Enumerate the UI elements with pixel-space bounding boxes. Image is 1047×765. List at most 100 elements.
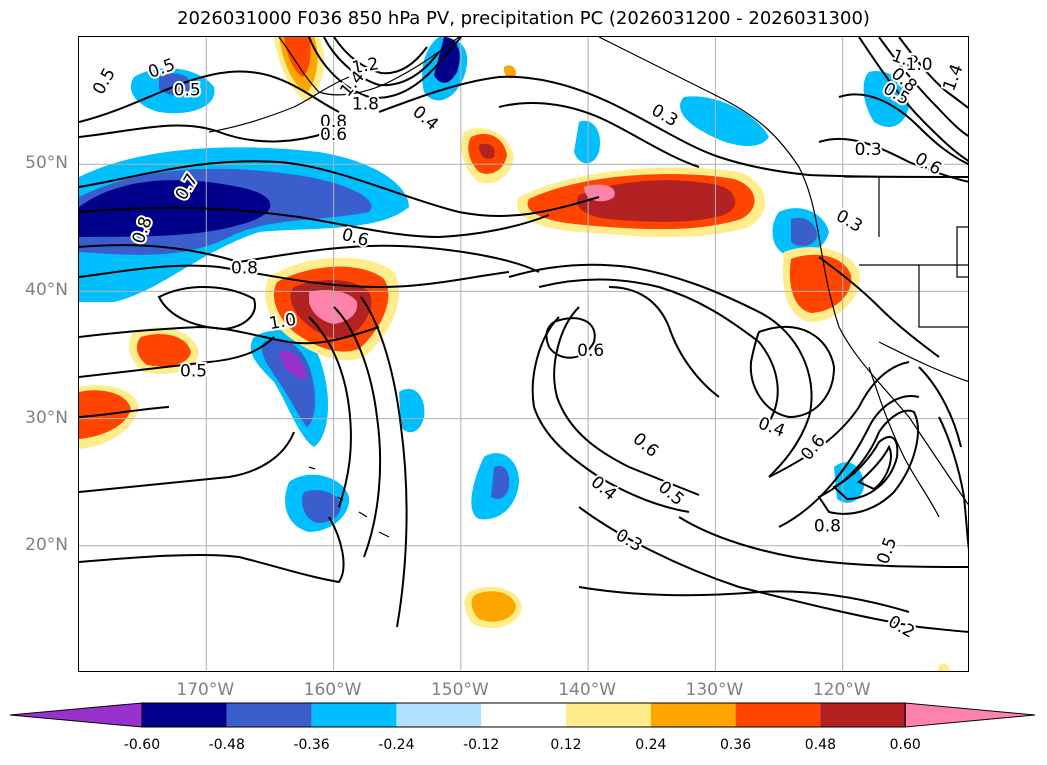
pv-contour-line: [578, 506, 968, 633]
colorbar-swatch: [311, 703, 397, 727]
precip-negative-region: [279, 351, 307, 379]
pv-contour-line: [308, 37, 462, 99]
colorbar-swatch: [396, 703, 482, 727]
contour-label: 0.3: [853, 138, 884, 162]
colorbar-tick-label: -0.36: [293, 737, 330, 753]
contour-label: 0.6: [627, 427, 665, 464]
pv-contour-line: [360, 296, 408, 628]
graticule: [79, 37, 968, 671]
contour-labels: 0.5 0.50.50.70.80.81.00.60.51.21.41.80.80…: [87, 44, 968, 645]
colorbar-tick-label: -0.24: [378, 737, 415, 753]
precip-positive-region: [284, 37, 311, 77]
contour-label: 0.8: [229, 257, 260, 281]
pv-contour-line: [498, 101, 700, 168]
contour-label: 0.6: [575, 339, 606, 363]
latitude-tick-label: 40°N: [25, 280, 68, 301]
pv-contour-line: [79, 516, 345, 584]
precip-positive-region: [576, 180, 736, 222]
pv-contour-line: [79, 264, 510, 289]
colorbar-tick-label: -0.60: [123, 737, 161, 753]
contour-label: 1.0: [904, 53, 935, 77]
map-panel: 0.5 0.5 0.5 0.7 0.8 0.8 1.0 0.6 0.5 1.2 1.4 1.8 0.8 0…: [78, 36, 969, 672]
pv-contour-line: [79, 244, 540, 273]
colorbar-swatch: [820, 703, 906, 727]
precip-positive-region: [136, 333, 191, 367]
contour-label: 0.5: [172, 78, 203, 102]
contour-label-text: 0.2: [885, 612, 918, 643]
colorbar-swatch: [226, 703, 312, 727]
contour-label: 0.6: [909, 147, 946, 182]
map-canvas: 0.5 0.50.50.70.80.81.00.60.51.21.41.80.80…: [79, 37, 968, 671]
coastlines: [208, 37, 968, 538]
contour-label-text: 0.8: [814, 517, 841, 537]
precip-negative-region: [491, 465, 510, 499]
latitude-tick-label: 50°N: [25, 153, 68, 174]
pv-contour-line: [817, 409, 919, 515]
precip-positive-region: [479, 143, 495, 159]
contour-label: 0.8: [318, 110, 349, 134]
pv-contour-line: [157, 286, 256, 331]
contour-label-text: 0.6: [320, 125, 347, 145]
contour-label: 0.2: [883, 610, 920, 645]
pv-contour-line: [508, 263, 813, 478]
pv-contour-line: [308, 316, 352, 508]
contour-label-text: 0.4: [755, 413, 787, 441]
longitude-tick-label: 130°W: [685, 680, 744, 700]
pv-contour-line: [545, 317, 596, 359]
colorbar-swatch: [142, 703, 227, 727]
contour-label-text: 0.3: [832, 206, 865, 237]
contour-label: 0.4: [585, 470, 623, 507]
colorbar-swatch: [650, 703, 736, 727]
contour-label: 1.4: [937, 60, 968, 96]
contour-label-text: 0.3: [612, 525, 645, 556]
pv-contour-line: [749, 326, 836, 419]
contour-label-text: 0.8: [231, 259, 258, 279]
precip-negative-region: [680, 96, 769, 147]
state-border: [956, 226, 968, 278]
contour-label-text: 0.5: [89, 65, 120, 98]
pv-contour-line: [608, 286, 720, 398]
precip-negative-region: [434, 37, 460, 83]
contour-label-text: 0.6: [577, 341, 604, 361]
pv-contour-line: [918, 366, 962, 448]
contour-label: 0.5: [87, 63, 122, 100]
contour-label: 0.3: [610, 523, 647, 558]
precip-positive-region: [503, 65, 517, 79]
pv-contour-line: [857, 444, 892, 491]
contour-label-text: 0.5: [873, 535, 901, 567]
pv-contours: [79, 37, 968, 633]
pv-contour-line: [818, 256, 940, 358]
pv-contour-line: [898, 37, 968, 109]
mexico-border: [878, 341, 968, 382]
pv-contour-line: [878, 37, 968, 137]
colorbar-tick-label: -0.12: [463, 737, 500, 753]
contour-label-text: 0.8: [320, 112, 347, 132]
contour-label: 0.4: [406, 100, 444, 137]
colorbar-swatch: [735, 703, 821, 727]
pv-contour-line: [553, 306, 700, 496]
contour-label-text: 1.0: [906, 55, 933, 75]
contour-label-text: 0.6: [911, 149, 944, 180]
longitude-tick-label: 120°W: [812, 680, 871, 700]
contour-label-text: 0.4: [408, 102, 442, 135]
contour-label: 0.5: [871, 533, 903, 569]
precip-negative-region: [261, 338, 316, 427]
pv-contour-line: [333, 37, 428, 75]
contour-label-text: 0.4: [587, 472, 621, 505]
longitude-tick-label: 140°W: [558, 680, 617, 700]
colorbar-extension-high: [904, 702, 1036, 728]
baja-coast: [868, 366, 940, 518]
pv-contour-line: [323, 37, 440, 87]
colorbar: [10, 702, 1036, 728]
contour-label: 1.8: [350, 92, 381, 116]
pv-contour-line: [79, 406, 170, 418]
pv-contour-line: [531, 316, 690, 513]
state-border: [918, 265, 968, 328]
colorbar-swatch: [566, 703, 651, 727]
colorbar-outline: [141, 702, 906, 728]
contour-label-text: 0.5: [174, 80, 201, 100]
colorbar-tick-label: 0.24: [635, 737, 667, 753]
pv-contour-line: [333, 306, 382, 558]
pv-contour-line: [578, 586, 910, 613]
precip-negative-region: [574, 120, 600, 164]
